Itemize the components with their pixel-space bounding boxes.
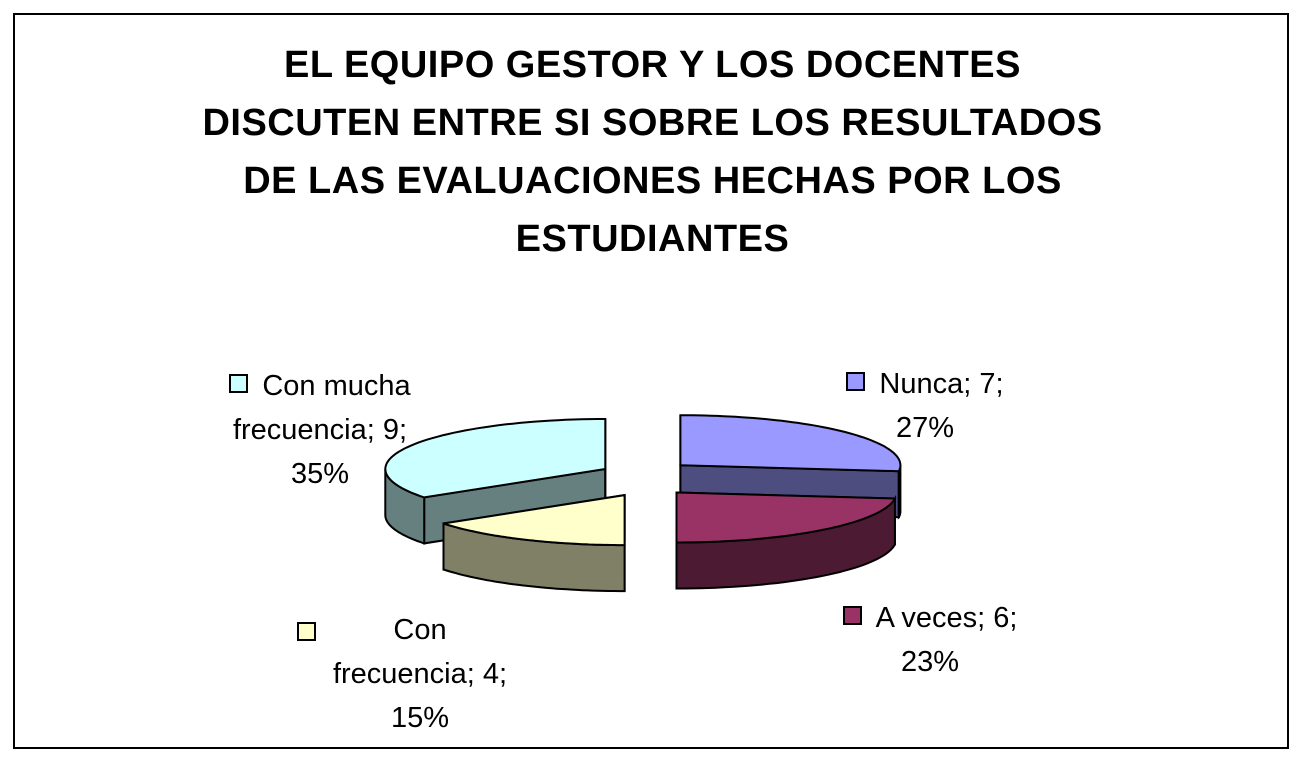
data-label-con-frecuencia: Con frecuencia; 4; 15%: [270, 608, 570, 740]
chart-title-line: EL EQUIPO GESTOR Y LOS DOCENTES: [284, 44, 1021, 86]
legend-key-con-frecuencia: [297, 622, 316, 641]
data-label-con-mucha-frecuencia: Con mucha frecuencia; 9; 35%: [175, 364, 465, 496]
chart-title: EL EQUIPO GESTOR Y LOS DOCENTES DISCUTEN…: [0, 36, 1305, 268]
data-label-line: Nunca; 7;: [879, 368, 1004, 400]
data-label-a-veces: A veces; 6; 23%: [800, 596, 1060, 684]
chart-title-line: ESTUDIANTES: [515, 218, 790, 260]
pie-slice-con-frecuencia: [442, 493, 626, 593]
data-label-line: A veces; 6;: [875, 602, 1018, 634]
data-label-nunca: Nunca; 7; 27%: [800, 362, 1050, 450]
chart-title-line: DISCUTEN ENTRE SI SOBRE LOS RESULTADOS: [202, 102, 1103, 144]
data-label-line: 15%: [390, 702, 450, 734]
pie-slice-top: [679, 414, 902, 473]
legend-key-con-mucha-frecuencia: [229, 374, 249, 393]
pie-slice-top: [443, 493, 626, 547]
pie-slice-top: [384, 418, 607, 499]
data-label-line: Con mucha: [262, 370, 411, 402]
pie-slice-rim: [897, 465, 902, 520]
legend-key-a-veces: [842, 606, 862, 625]
data-label-line: frecuencia; 4;: [332, 658, 508, 690]
chart-title-line: DE LAS EVALUACIONES HECHAS POR LOS: [243, 160, 1062, 202]
data-label-line: 27%: [895, 412, 955, 444]
data-label-line: Con: [393, 614, 447, 646]
pie-slice-top: [675, 491, 897, 544]
data-label-line: 35%: [290, 458, 350, 490]
data-label-line: frecuencia; 9;: [232, 414, 408, 446]
data-label-line: 23%: [900, 646, 960, 678]
pie-slice-a-veces: [675, 491, 897, 590]
chart-frame: [13, 13, 1289, 749]
legend-key-nunca: [846, 372, 866, 391]
